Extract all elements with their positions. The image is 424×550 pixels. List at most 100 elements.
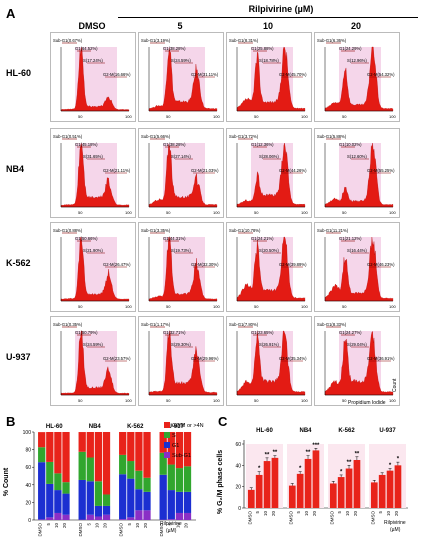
legend-label: G1 — [172, 443, 179, 449]
stacked-segment — [78, 479, 86, 520]
stacked-segment — [167, 464, 175, 491]
histogram-trace — [148, 236, 218, 302]
x-tick-label: 20 — [394, 511, 399, 517]
gate-label: G1(50.66%) — [75, 236, 98, 241]
drug-label: Rilpivirine — [160, 521, 182, 527]
gate-label: G2-M(54.32%) — [367, 72, 395, 77]
gate-label: G2-M(29.96%) — [191, 356, 219, 361]
y-tick-label: 40 — [25, 483, 31, 489]
stacked-segment — [127, 517, 135, 520]
gate-label: G1(45.18%) — [75, 142, 98, 147]
panel-a-letter: A — [6, 6, 16, 21]
x-tick-label: 5 — [296, 511, 301, 514]
gate-label: G1(12.36%) — [251, 142, 274, 147]
histogram-axes — [236, 237, 305, 302]
y-tick-label: 0 — [28, 518, 31, 524]
x-tick-label: 100 — [301, 398, 308, 403]
x-tick-label: 10 — [135, 523, 140, 529]
x-tick-label: 100 — [389, 114, 396, 119]
group-label: NB4 — [89, 424, 102, 430]
panel-b-letter: B — [6, 414, 16, 429]
stacked-segment — [86, 432, 94, 458]
g2m-bar-chart: % G₂/M phase cells 0204060HL-60DMSO*5**10… — [217, 428, 408, 533]
gate-label: G2-M(35.34%) — [279, 356, 307, 361]
stacked-segment — [62, 493, 70, 515]
gate-label: Sub-G1(6.36%) — [317, 38, 347, 43]
x-tick-label: DMSO — [38, 523, 43, 537]
x-tick-label: 50 — [254, 398, 259, 403]
stacked-segment — [62, 514, 70, 520]
x-tick-label: 10 — [54, 523, 59, 529]
gate-label: S(29.30%) — [171, 342, 191, 347]
gate-label: G2-M(39.89%) — [279, 262, 307, 267]
group-label: K-562 — [127, 424, 144, 430]
stacked-segment — [94, 481, 103, 506]
histogram-trace — [236, 142, 306, 208]
x-tick-label: 50 — [78, 114, 83, 119]
panel-c-letter: C — [218, 414, 228, 429]
g2m-bar — [304, 458, 312, 508]
gate-label: Sub-G1(0.88%) — [53, 228, 83, 233]
stacked-segment — [143, 491, 151, 511]
histogram-cell: 50 100 Sub-G1(3.19%) G1(38.28%) S(24.59%) G2-… — [138, 32, 224, 122]
histogram-trace — [60, 236, 130, 302]
histogram-trace — [324, 236, 394, 302]
g2m-bar — [394, 465, 402, 508]
row-label-1: NB4 — [6, 164, 25, 174]
g2m-bar — [255, 474, 263, 508]
gate-label: G2-M(31.11%) — [191, 72, 219, 77]
gate-label: S(29.04%) — [347, 342, 367, 347]
histogram-axes — [324, 47, 393, 112]
histogram-cell: 50 100 Sub-G1(8.33%) G1(24.27%) S(29.04%) G2-… — [314, 316, 400, 406]
stacked-segment — [183, 491, 192, 513]
x-tick-label: 50 — [342, 398, 347, 403]
stacked-segment — [46, 461, 54, 484]
col-header-2: 10 — [262, 21, 273, 31]
histogram-axes — [148, 331, 217, 396]
group-label: U-937 — [168, 424, 185, 430]
gate-label: S(21.90%) — [83, 248, 103, 253]
x-tick-label: 50 — [78, 398, 83, 403]
x-tick-label: 5 — [378, 511, 383, 514]
legend-swatch — [164, 452, 170, 458]
stacked-segment — [46, 517, 54, 520]
gate-label: G1(24.21%) — [251, 236, 274, 241]
legend-label: G2/M or >4N — [172, 423, 204, 429]
x-tick-label: DMSO — [78, 523, 83, 537]
y-tick-label: 80 — [25, 448, 31, 454]
gate-label: G1(64.52%) — [75, 46, 98, 51]
group-label: HL-60 — [46, 424, 63, 430]
gate-label: S(26.91%) — [259, 342, 279, 347]
histogram-cell: 50 100 Sub-G1(8.31%) G1(25.88%) S(18.78%) G2-… — [226, 32, 312, 122]
gate-label: S(19.73%) — [171, 248, 191, 253]
x-tick-label: 100 — [213, 304, 220, 309]
x-tick-label: 50 — [342, 210, 347, 215]
gate-label: S(27.14%) — [171, 154, 191, 159]
gate-label: G1(32.71%) — [163, 330, 186, 335]
stacked-segment — [127, 461, 135, 479]
gate-label: G1(44.31%) — [163, 236, 186, 241]
col-header-3: 20 — [350, 21, 361, 31]
histogram-cell: 50 100 Sub-G1(3.35%) G1(44.31%) S(19.73%) G2-… — [138, 222, 224, 312]
group-label: NB4 — [299, 428, 312, 434]
histogram-trace — [148, 144, 218, 208]
gate-label: S(31.65%) — [83, 154, 103, 159]
stacked-segment — [127, 432, 135, 462]
histogram-axes — [60, 143, 129, 208]
gate-label: Sub-G1(0.35%) — [53, 322, 83, 327]
x-tick-label: DMSO — [370, 511, 375, 525]
group-label: U-937 — [379, 428, 396, 434]
histogram-cell: 50 100 Sub-G1(0.67%) G1(64.52%) S(17.24%) G2-… — [50, 32, 136, 122]
legend-swatch — [164, 442, 170, 448]
gate-label: G1(38.28%) — [163, 46, 186, 51]
histogram-cell: 50 100 Sub-G1(7.80%) G1(23.65%) S(26.91%) G2-… — [226, 316, 312, 406]
row-label-3: U-937 — [6, 352, 31, 362]
stacked-segment — [78, 432, 86, 452]
x-tick-label: 100 — [125, 304, 132, 309]
g2m-bar — [370, 482, 378, 508]
x-tick-label: 20 — [183, 523, 188, 529]
x-tick-label: 10 — [94, 523, 99, 529]
x-tick-label: 100 — [213, 114, 220, 119]
drug-header-line — [118, 17, 418, 18]
g2m-bar — [337, 477, 345, 508]
